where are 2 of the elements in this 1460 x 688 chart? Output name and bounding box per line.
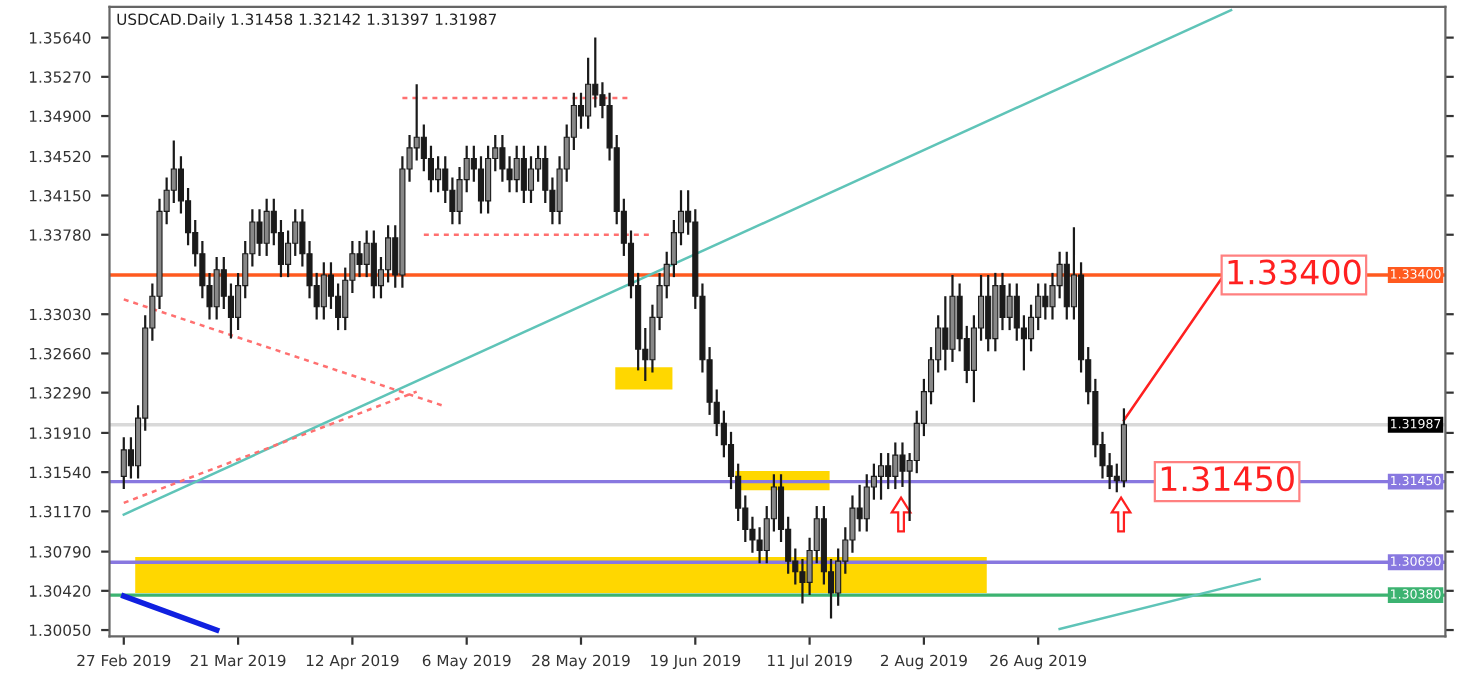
annotation: 1.31450 — [1161, 466, 1294, 492]
annotation: 1.33400 — [1228, 259, 1361, 285]
